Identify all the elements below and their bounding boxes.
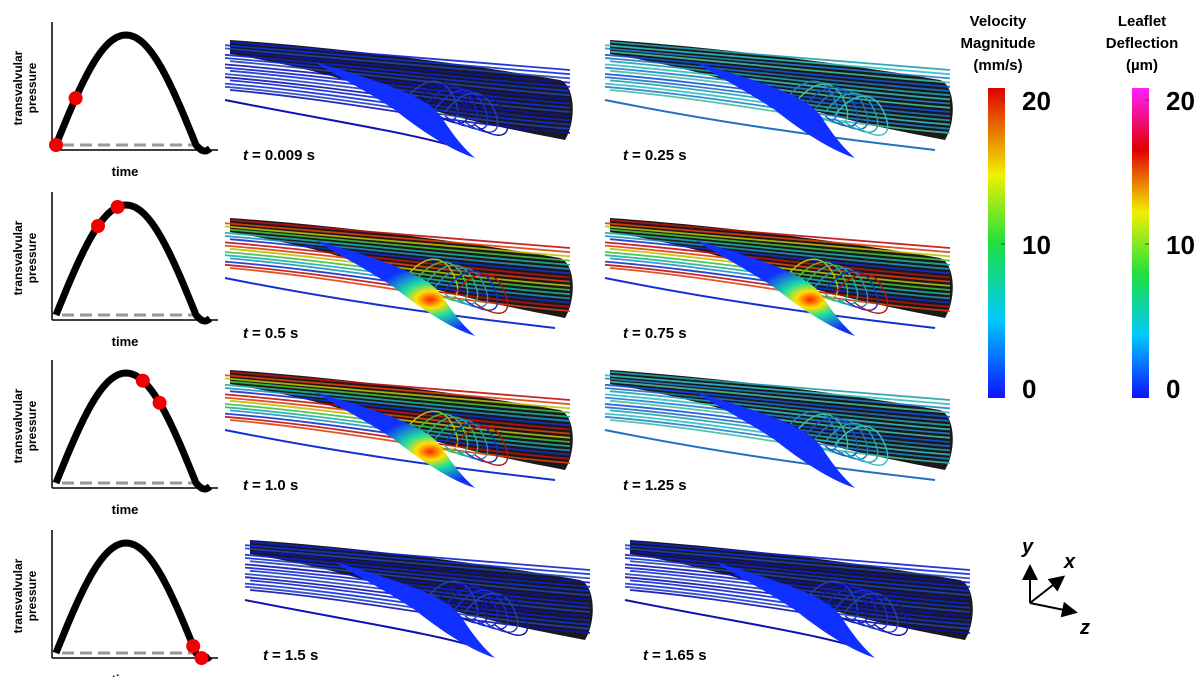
time-label-var: t [623,147,629,164]
y-label-line: transvalvular [11,388,25,463]
colorbar-gradient [988,88,1005,398]
flow-panel: t= 1.25 s [605,370,953,494]
time-label-var: t [623,477,629,494]
colorbar-tick-label: 10 [1022,230,1051,260]
time-marker [195,651,209,665]
time-marker [111,200,125,214]
time-label: t= 0.009 s [243,147,315,164]
pressure-plot: transvalvularpressure time [11,22,218,179]
time-label: t= 1.65 s [643,647,707,664]
pressure-curve [56,373,210,489]
time-marker [91,219,105,233]
time-label-value: = 0.75 s [632,325,687,342]
x-label: time [112,502,139,517]
flow-panel: t= 0.009 s [225,40,573,164]
y-label-line: transvalvular [11,50,25,125]
y-label-line: pressure [25,62,39,113]
time-label-value: = 0.25 s [632,147,687,164]
colorbar-title: (µm) [1126,57,1158,74]
colorbar: Velocity Magnitude (mm/s) 0 10 20 [961,13,1051,404]
time-label-value: = 1.0 s [252,477,298,494]
colorbar-tick-label: 0 [1166,374,1180,404]
colorbar-tick-label: 10 [1166,230,1195,260]
y-label: transvalvularpressure [11,50,39,125]
flow-panel: t= 1.65 s [625,540,973,664]
x-label: time [112,672,139,677]
time-marker [136,374,150,388]
colorbar-tick-label: 20 [1166,86,1195,116]
time-label: t= 0.25 s [623,147,687,164]
time-label-var: t [623,325,629,342]
time-label: t= 1.5 s [263,647,318,664]
colorbar-tick-label: 0 [1022,374,1036,404]
time-label: t= 0.75 s [623,325,687,342]
pressure-plot: transvalvularpressure time [11,530,218,677]
colorbar-title: (mm/s) [973,57,1022,74]
colorbar-title: Leaflet [1118,13,1166,30]
time-marker [153,396,167,410]
flow-panel: t= 1.5 s [245,540,593,664]
time-label: t= 1.0 s [243,477,298,494]
colorbar-tick-label: 20 [1022,86,1051,116]
flow-panel: t= 1.0 s [225,370,573,494]
time-label-value: = 1.25 s [632,477,687,494]
colorbar-title: Velocity [970,13,1027,30]
x-label: time [112,334,139,349]
time-label-var: t [243,325,249,342]
x-label: time [112,164,139,179]
time-marker [69,91,83,105]
flow-panel: t= 0.25 s [605,40,953,164]
time-label-value: = 0.5 s [252,325,298,342]
y-label-line: pressure [25,400,39,451]
y-label: transvalvularpressure [11,558,39,633]
colorbar: Leaflet Deflection (µm) 0 10 20 [1106,13,1195,404]
time-label-var: t [243,477,249,494]
time-marker [186,639,200,653]
y-label-line: transvalvular [11,558,25,633]
time-label-var: t [643,647,649,664]
flow-panel: t= 0.75 s [605,218,953,342]
time-label-value: = 1.5 s [272,647,318,664]
time-label-value: = 0.009 s [252,147,315,164]
time-marker [49,138,63,152]
pressure-curve [56,543,210,659]
flow-panel: t= 0.5 s [225,218,573,342]
figure: y x z transvalvularpressuretimet= 0.009 … [0,0,1200,677]
time-label-var: t [243,147,249,164]
colorbar-title: Magnitude [961,35,1036,52]
time-label-value: = 1.65 s [652,647,707,664]
axis-y: y [1021,536,1034,558]
colorbar-title: Deflection [1106,35,1179,52]
pressure-plot: transvalvularpressure time [11,192,218,349]
time-label: t= 0.5 s [243,325,298,342]
pressure-plot: transvalvularpressure time [11,360,218,517]
y-label-line: transvalvular [11,220,25,295]
axis-x: x [1063,551,1076,573]
y-label: transvalvularpressure [11,388,39,463]
y-label-line: pressure [25,570,39,621]
colorbar-gradient [1132,88,1149,398]
pressure-curve [56,205,210,321]
y-label: transvalvularpressure [11,220,39,295]
axis-z: z [1079,617,1090,639]
time-label: t= 1.25 s [623,477,687,494]
axes-icon: y x z [1021,536,1090,639]
time-label-var: t [263,647,269,664]
y-label-line: pressure [25,232,39,283]
